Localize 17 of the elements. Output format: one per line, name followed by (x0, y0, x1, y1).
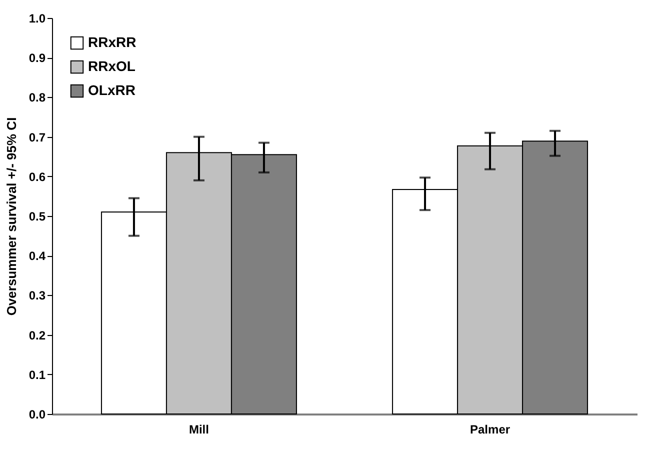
y-tick-label: 0.0 (28, 408, 46, 422)
y-tick-label: 0.3 (28, 288, 46, 303)
y-tick-label: 0.9 (28, 51, 46, 66)
legend-label: RRxRR (88, 34, 136, 50)
y-tick-label: 0.7 (28, 130, 46, 144)
y-tick-label: 0.4 (28, 249, 46, 264)
y-tick-label: 0.1 (28, 368, 46, 382)
legend-label: RRxOL (88, 58, 136, 74)
x-tick-label: Mill (188, 422, 209, 436)
y-tick-label: 0.6 (28, 170, 46, 184)
x-tick-label: Palmer (470, 422, 510, 436)
legend-label: OLxRR (88, 82, 136, 98)
y-tick-label: 1.0 (28, 12, 46, 26)
y-axis-title: Oversummer survival +/- 95% CI (4, 117, 19, 316)
y-tick-label: 0.8 (28, 90, 46, 105)
y-tick-label: 0.5 (28, 210, 46, 224)
y-tick-label: 0.2 (28, 328, 46, 342)
